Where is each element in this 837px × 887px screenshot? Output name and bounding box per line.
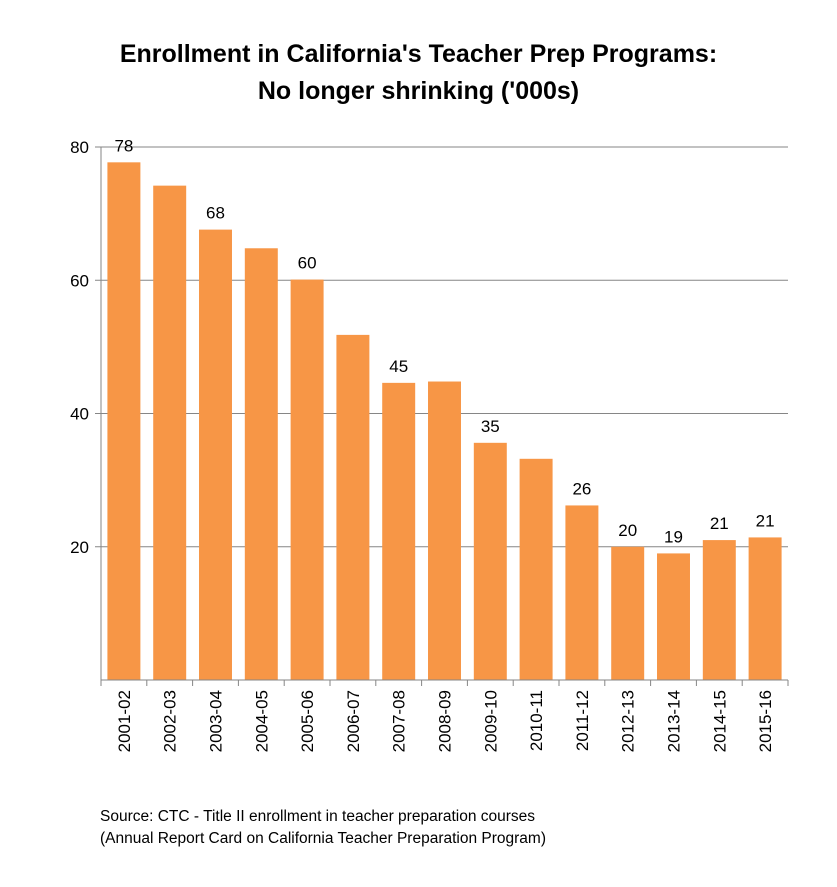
bar — [519, 458, 553, 680]
bar — [657, 553, 690, 680]
data-label: 21 — [710, 514, 729, 533]
x-tick-label: 2014-15 — [710, 690, 729, 752]
data-label: 78 — [114, 136, 133, 155]
x-tick-label: 2013-14 — [665, 690, 684, 752]
x-tick-label: 2008-09 — [436, 690, 455, 752]
bar — [107, 162, 141, 681]
bar — [336, 334, 370, 680]
y-tick-label: 80 — [70, 138, 89, 157]
bar — [290, 279, 324, 680]
data-label: 35 — [481, 417, 500, 436]
source-line-1: Source: CTC - Title II enrollment in tea… — [100, 808, 536, 825]
chart-title: Enrollment in California's Teacher Prep … — [0, 36, 837, 110]
y-tick-label: 40 — [70, 405, 89, 424]
data-label: 21 — [756, 511, 775, 530]
source-note: Source: CTC - Title II enrollment in tea… — [100, 806, 546, 850]
bar-chart: 20 40 60 80 78 2001-02 2002-03 68 2003-04 2004-05… — [70, 136, 789, 752]
x-tick-label: 2010-11 — [527, 690, 546, 751]
data-label: 45 — [389, 357, 408, 376]
bar — [473, 442, 507, 680]
bar — [702, 540, 736, 680]
bar — [748, 537, 782, 680]
chart-title-line-2: No longer shrinking ('000s) — [257, 77, 580, 105]
source-line-2: (Annual Report Card on California Teache… — [100, 830, 546, 847]
x-tick-label: 2011-12 — [573, 690, 592, 751]
x-tick-label: 2005-06 — [298, 690, 317, 752]
x-tick-label: 2003-04 — [207, 690, 226, 752]
x-tick-label: 2001-02 — [115, 690, 134, 752]
x-tick-label: 2004-05 — [252, 690, 271, 752]
y-tick-label: 20 — [70, 538, 89, 557]
data-label: 26 — [572, 479, 591, 498]
data-label: 60 — [298, 254, 317, 273]
x-tick-label: 2015-16 — [756, 690, 775, 752]
x-tick-label: 2012-13 — [619, 690, 638, 752]
bar — [382, 382, 416, 680]
data-label: 20 — [618, 521, 637, 540]
x-tick-label: 2006-07 — [344, 690, 363, 752]
bar — [428, 381, 461, 680]
bar — [153, 185, 187, 680]
bar — [611, 546, 645, 680]
x-tick-label: 2009-10 — [481, 690, 500, 752]
bar — [565, 505, 599, 680]
data-label: 68 — [206, 204, 225, 223]
chart-title-line-1: Enrollment in California's Teacher Prep … — [119, 40, 718, 68]
y-tick-label: 60 — [70, 271, 89, 290]
x-tick-label: 2002-03 — [161, 690, 180, 752]
bar — [199, 229, 232, 681]
bar — [244, 248, 278, 680]
x-tick-label: 2007-08 — [390, 690, 409, 752]
data-label: 19 — [664, 527, 683, 546]
